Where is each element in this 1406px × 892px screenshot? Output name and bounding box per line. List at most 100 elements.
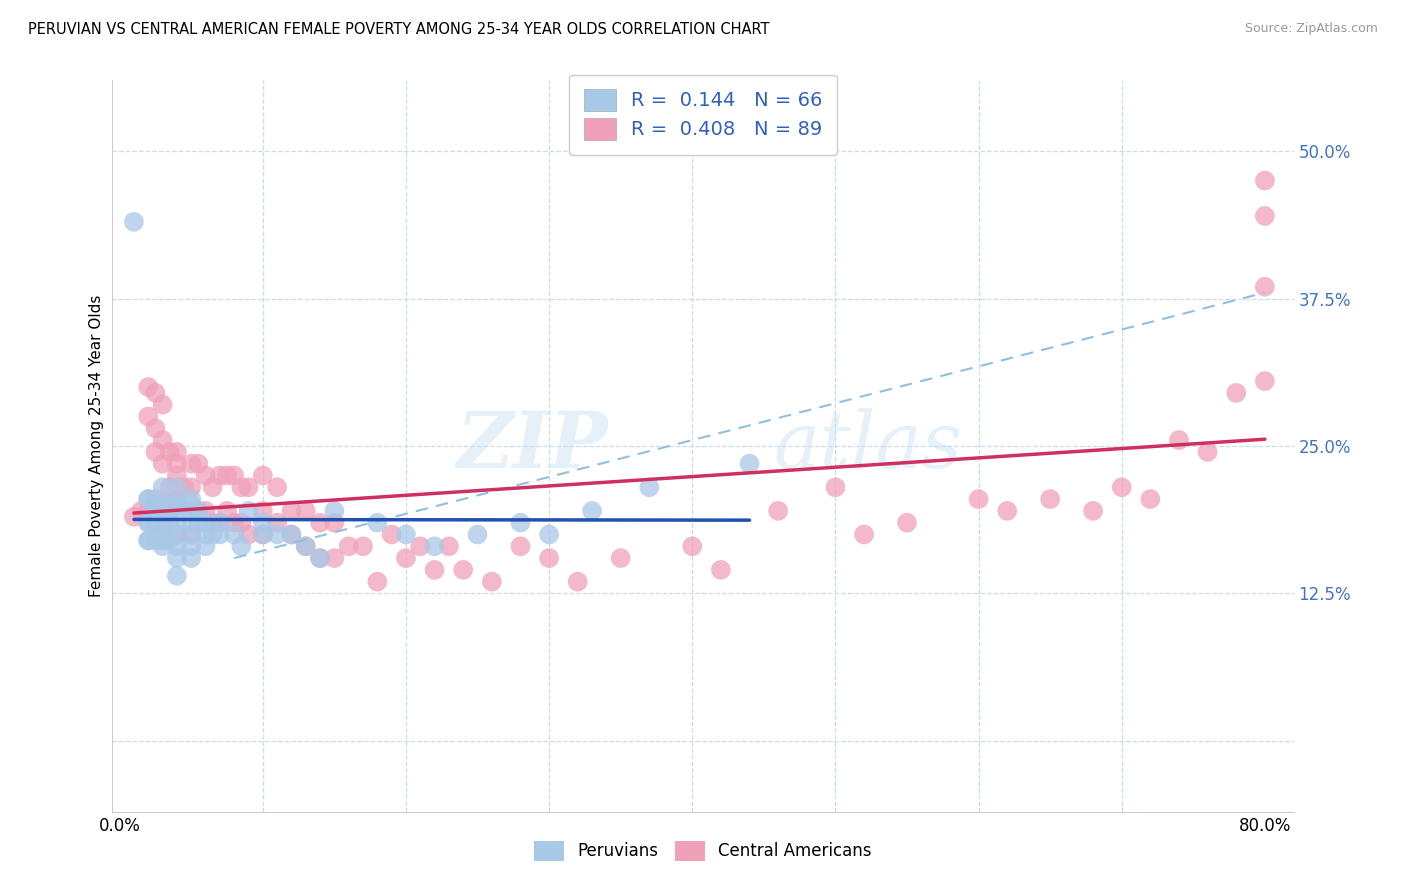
Point (423, 539, 446, 553)
Point (166, 498, 188, 512)
Point (366, 574, 388, 589)
Point (180, 480, 202, 494)
Point (215, 468, 238, 483)
Point (166, 445, 188, 459)
Point (152, 498, 174, 512)
Point (395, 551, 418, 566)
Legend: Peruvians, Central Americans: Peruvians, Central Americans (526, 832, 880, 869)
Y-axis label: Female Poverty Among 25-34 Year Olds: Female Poverty Among 25-34 Year Olds (89, 295, 104, 597)
Point (180, 516, 202, 530)
Point (309, 551, 332, 566)
Point (152, 433, 174, 447)
Point (266, 480, 288, 494)
Text: Source: ZipAtlas.com: Source: ZipAtlas.com (1244, 22, 1378, 36)
Point (294, 539, 316, 553)
Point (208, 527, 231, 541)
Point (122, 215, 145, 229)
Point (159, 480, 181, 494)
Point (437, 539, 460, 553)
Point (173, 480, 195, 494)
Point (238, 504, 260, 518)
Point (194, 527, 217, 541)
Point (1081, 504, 1104, 518)
Point (538, 527, 561, 541)
Point (159, 516, 181, 530)
Point (159, 504, 181, 518)
Point (323, 551, 346, 566)
Point (194, 516, 217, 530)
Point (166, 568, 188, 582)
Point (1254, 209, 1277, 223)
Point (136, 492, 159, 507)
Point (609, 551, 631, 566)
Point (166, 480, 188, 494)
Point (451, 563, 474, 577)
Point (208, 468, 231, 483)
Point (280, 527, 302, 541)
Point (166, 492, 188, 507)
Point (1039, 492, 1062, 507)
Point (152, 527, 174, 541)
Point (152, 480, 174, 494)
Point (145, 421, 167, 435)
Point (224, 516, 246, 530)
Point (180, 551, 202, 566)
Point (201, 527, 224, 541)
Point (159, 504, 181, 518)
Point (1111, 480, 1133, 494)
Point (238, 480, 260, 494)
Point (194, 504, 217, 518)
Point (201, 516, 224, 530)
Point (323, 504, 346, 518)
Point (266, 516, 288, 530)
Point (1139, 492, 1161, 507)
Point (280, 527, 302, 541)
Point (194, 539, 217, 553)
Point (509, 539, 531, 553)
Point (467, 527, 489, 541)
Point (136, 380, 159, 394)
Point (294, 504, 316, 518)
Point (152, 504, 174, 518)
Point (152, 533, 174, 548)
Point (252, 516, 274, 530)
Point (166, 539, 188, 553)
Point (208, 516, 231, 530)
Point (824, 480, 846, 494)
Point (136, 409, 159, 424)
Point (1254, 279, 1277, 293)
Point (381, 527, 404, 541)
Point (122, 509, 145, 524)
Point (159, 445, 181, 459)
Point (395, 527, 418, 541)
Point (145, 516, 167, 530)
Point (581, 504, 603, 518)
Point (231, 539, 253, 553)
Point (252, 527, 274, 541)
Point (337, 539, 360, 553)
Point (638, 480, 661, 494)
Point (710, 563, 733, 577)
Text: ZIP: ZIP (457, 408, 609, 484)
Point (159, 533, 181, 548)
Point (166, 527, 188, 541)
Point (266, 527, 288, 541)
Point (252, 527, 274, 541)
Point (145, 504, 167, 518)
Point (136, 533, 159, 548)
Point (1254, 374, 1277, 388)
Point (145, 498, 167, 512)
Point (967, 492, 990, 507)
Point (309, 551, 332, 566)
Point (738, 457, 761, 471)
Point (1225, 385, 1247, 400)
Point (215, 504, 238, 518)
Point (152, 516, 174, 530)
Point (145, 492, 167, 507)
Point (224, 527, 246, 541)
Point (323, 516, 346, 530)
Point (180, 539, 202, 553)
Point (194, 468, 217, 483)
Point (180, 527, 202, 541)
Point (252, 468, 274, 483)
